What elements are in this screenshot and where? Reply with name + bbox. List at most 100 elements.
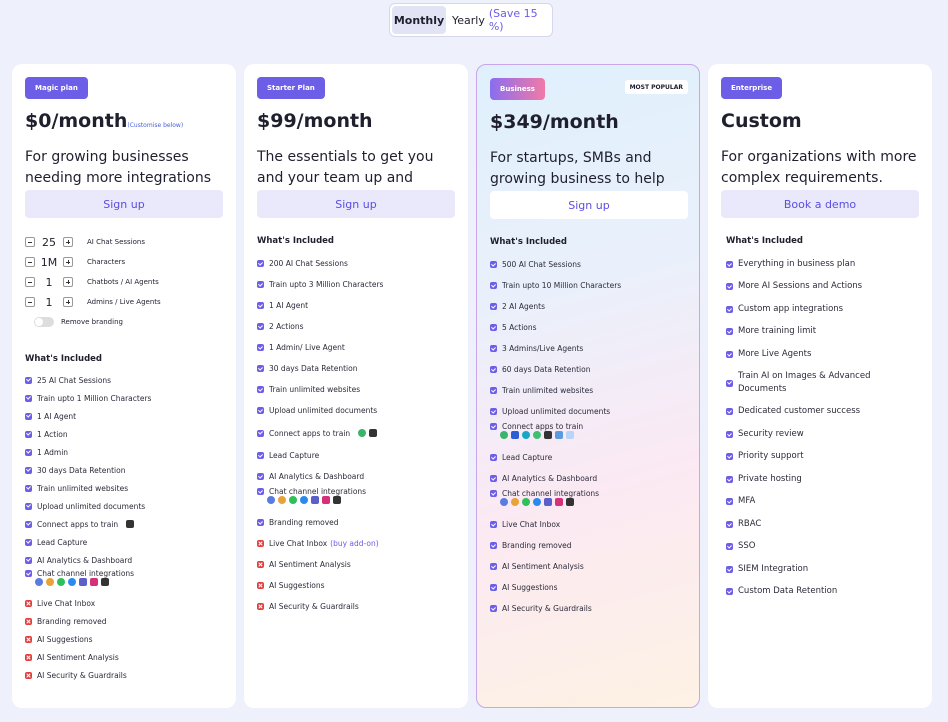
plan-price: $0/month(Customise below) — [25, 110, 183, 132]
control-row: 1M Characters — [25, 252, 161, 272]
monthly-option[interactable]: Monthly — [392, 6, 446, 34]
minus[interactable] — [25, 277, 35, 287]
plan-badge: Starter Plan — [257, 77, 325, 99]
app-icon — [46, 578, 54, 586]
feature-item: Upload unlimited documents — [25, 497, 223, 515]
minus[interactable] — [25, 297, 35, 307]
save-label: (Save 15 %) — [488, 7, 538, 33]
feature-text: Chat channel integrations — [502, 489, 600, 498]
control-row: 1 Chatbots / AI Agents — [25, 272, 161, 292]
app-icons — [490, 498, 688, 514]
app-icons — [25, 578, 223, 594]
plan-description: For growing businesses needing more inte… — [25, 149, 211, 186]
price-note[interactable]: (Customise below) — [127, 122, 184, 129]
minus[interactable] — [25, 237, 35, 247]
feature-item: Connect apps to train — [490, 422, 688, 447]
feature-text: 3 Admins/Live Agents — [502, 344, 584, 353]
check-icon — [726, 328, 733, 336]
feature-item: AI Analytics & Dashboard — [257, 466, 455, 487]
app-icon — [126, 520, 135, 528]
signup-button[interactable]: Sign up — [257, 190, 455, 218]
plan-card: Business MOST POPULAR $349/month For sta… — [476, 64, 700, 708]
feature-text: 1 Admin/ Live Agent — [269, 343, 345, 352]
feature-item: More Live Agents — [726, 343, 924, 366]
feature-text: Branding removed — [269, 518, 339, 527]
feature-item: Train unlimited websites — [490, 380, 688, 401]
feature-text: 500 AI Chat Sessions — [502, 260, 581, 269]
plus[interactable] — [63, 297, 73, 307]
feature-text: AI Security & Guardrails — [502, 604, 592, 613]
check-icon — [257, 386, 264, 393]
plan-price: $349/month — [490, 111, 619, 133]
feature-text: Dedicated customer success — [738, 406, 861, 417]
feature-item: 5 Actions — [490, 317, 688, 338]
feature-text: AI Analytics & Dashboard — [502, 474, 598, 483]
app-icon — [267, 496, 275, 504]
feature-text: Chat channel integrations — [269, 487, 367, 496]
popular-tag: MOST POPULAR — [624, 80, 688, 94]
stepper: 1 — [25, 296, 77, 309]
feature-item: Train AI on Images & Advanced Documents — [726, 366, 924, 401]
check-icon — [726, 350, 733, 358]
app-icon — [333, 496, 341, 504]
app-icon — [544, 431, 552, 439]
plan-card: Enterprise Custom For organizations with… — [708, 64, 932, 708]
stepper-value: 25 — [42, 235, 56, 249]
feature-text: Train upto 1 Million Characters — [37, 393, 152, 403]
feature-text: Live Chat Inbox — [37, 598, 96, 608]
feature-text: 1 Action — [37, 429, 68, 439]
check-icon — [490, 408, 497, 415]
feature-text: Train unlimited websites — [269, 385, 361, 394]
feature-text: AI Security & Guardrails — [37, 670, 127, 680]
yearly-option[interactable]: Yearly (Save 15 %) — [452, 4, 552, 36]
feature-text: RBAC — [738, 518, 762, 529]
plus[interactable] — [63, 277, 73, 287]
stepper: 1M — [25, 256, 77, 269]
feature-item: 200 AI Chat Sessions — [257, 253, 455, 274]
signup-button[interactable]: Sign up — [25, 190, 223, 218]
plan-badge: Enterprise — [721, 77, 783, 99]
feature-list: 500 AI Chat Sessions Train upto 10 Millio… — [490, 254, 688, 619]
feature-item: Branding removed — [25, 612, 223, 630]
feature-item: 1 AI Agent — [257, 295, 455, 316]
feature-item: 1 Action — [25, 425, 223, 443]
signup-button[interactable]: Sign up — [490, 191, 688, 219]
feature-text: AI Suggestions — [502, 583, 558, 592]
switch[interactable] — [34, 317, 54, 327]
check-icon — [490, 303, 497, 310]
stepper: 25 — [25, 236, 77, 249]
feature-text: Branding removed — [502, 541, 572, 550]
included-title: What's Included — [490, 237, 567, 247]
feature-item: Live Chat Inbox — [490, 514, 688, 535]
plus[interactable] — [63, 237, 73, 247]
feature-note[interactable]: (buy add-on) — [330, 539, 379, 548]
plus[interactable] — [63, 257, 73, 267]
feature-item: Train upto 1 Million Characters — [25, 389, 223, 407]
switch-row: Remove branding — [25, 312, 161, 332]
feature-item: MFA — [726, 491, 924, 514]
check-icon — [257, 407, 264, 414]
feature-text: AI Sentiment Analysis — [37, 652, 119, 662]
minus[interactable] — [25, 257, 35, 267]
billing-toggle: Monthly Yearly (Save 15 %) — [389, 3, 553, 37]
feature-text: 200 AI Chat Sessions — [269, 259, 348, 268]
feature-item: AI Suggestions — [257, 575, 455, 596]
check-icon — [257, 323, 264, 330]
price-text: $0/month — [25, 110, 128, 132]
switch-label: Remove branding — [61, 318, 123, 326]
check-icon — [490, 282, 497, 289]
stepper-value: 1 — [45, 275, 53, 289]
demo-button[interactable]: Book a demo — [721, 190, 919, 218]
plan-badge: Magic plan — [25, 77, 88, 99]
check-icon — [726, 379, 733, 387]
app-icon — [57, 578, 65, 586]
check-icon — [25, 538, 32, 546]
app-icon — [278, 496, 286, 504]
feature-item: SSO — [726, 536, 924, 559]
feature-item: 500 AI Chat Sessions — [490, 254, 688, 275]
feature-text: Chat channel integrations — [37, 569, 135, 578]
feature-item: Custom Data Retention — [726, 581, 924, 604]
feature-text: Connect apps to train — [37, 519, 119, 529]
app-icons — [126, 520, 135, 528]
check-icon — [726, 305, 733, 313]
